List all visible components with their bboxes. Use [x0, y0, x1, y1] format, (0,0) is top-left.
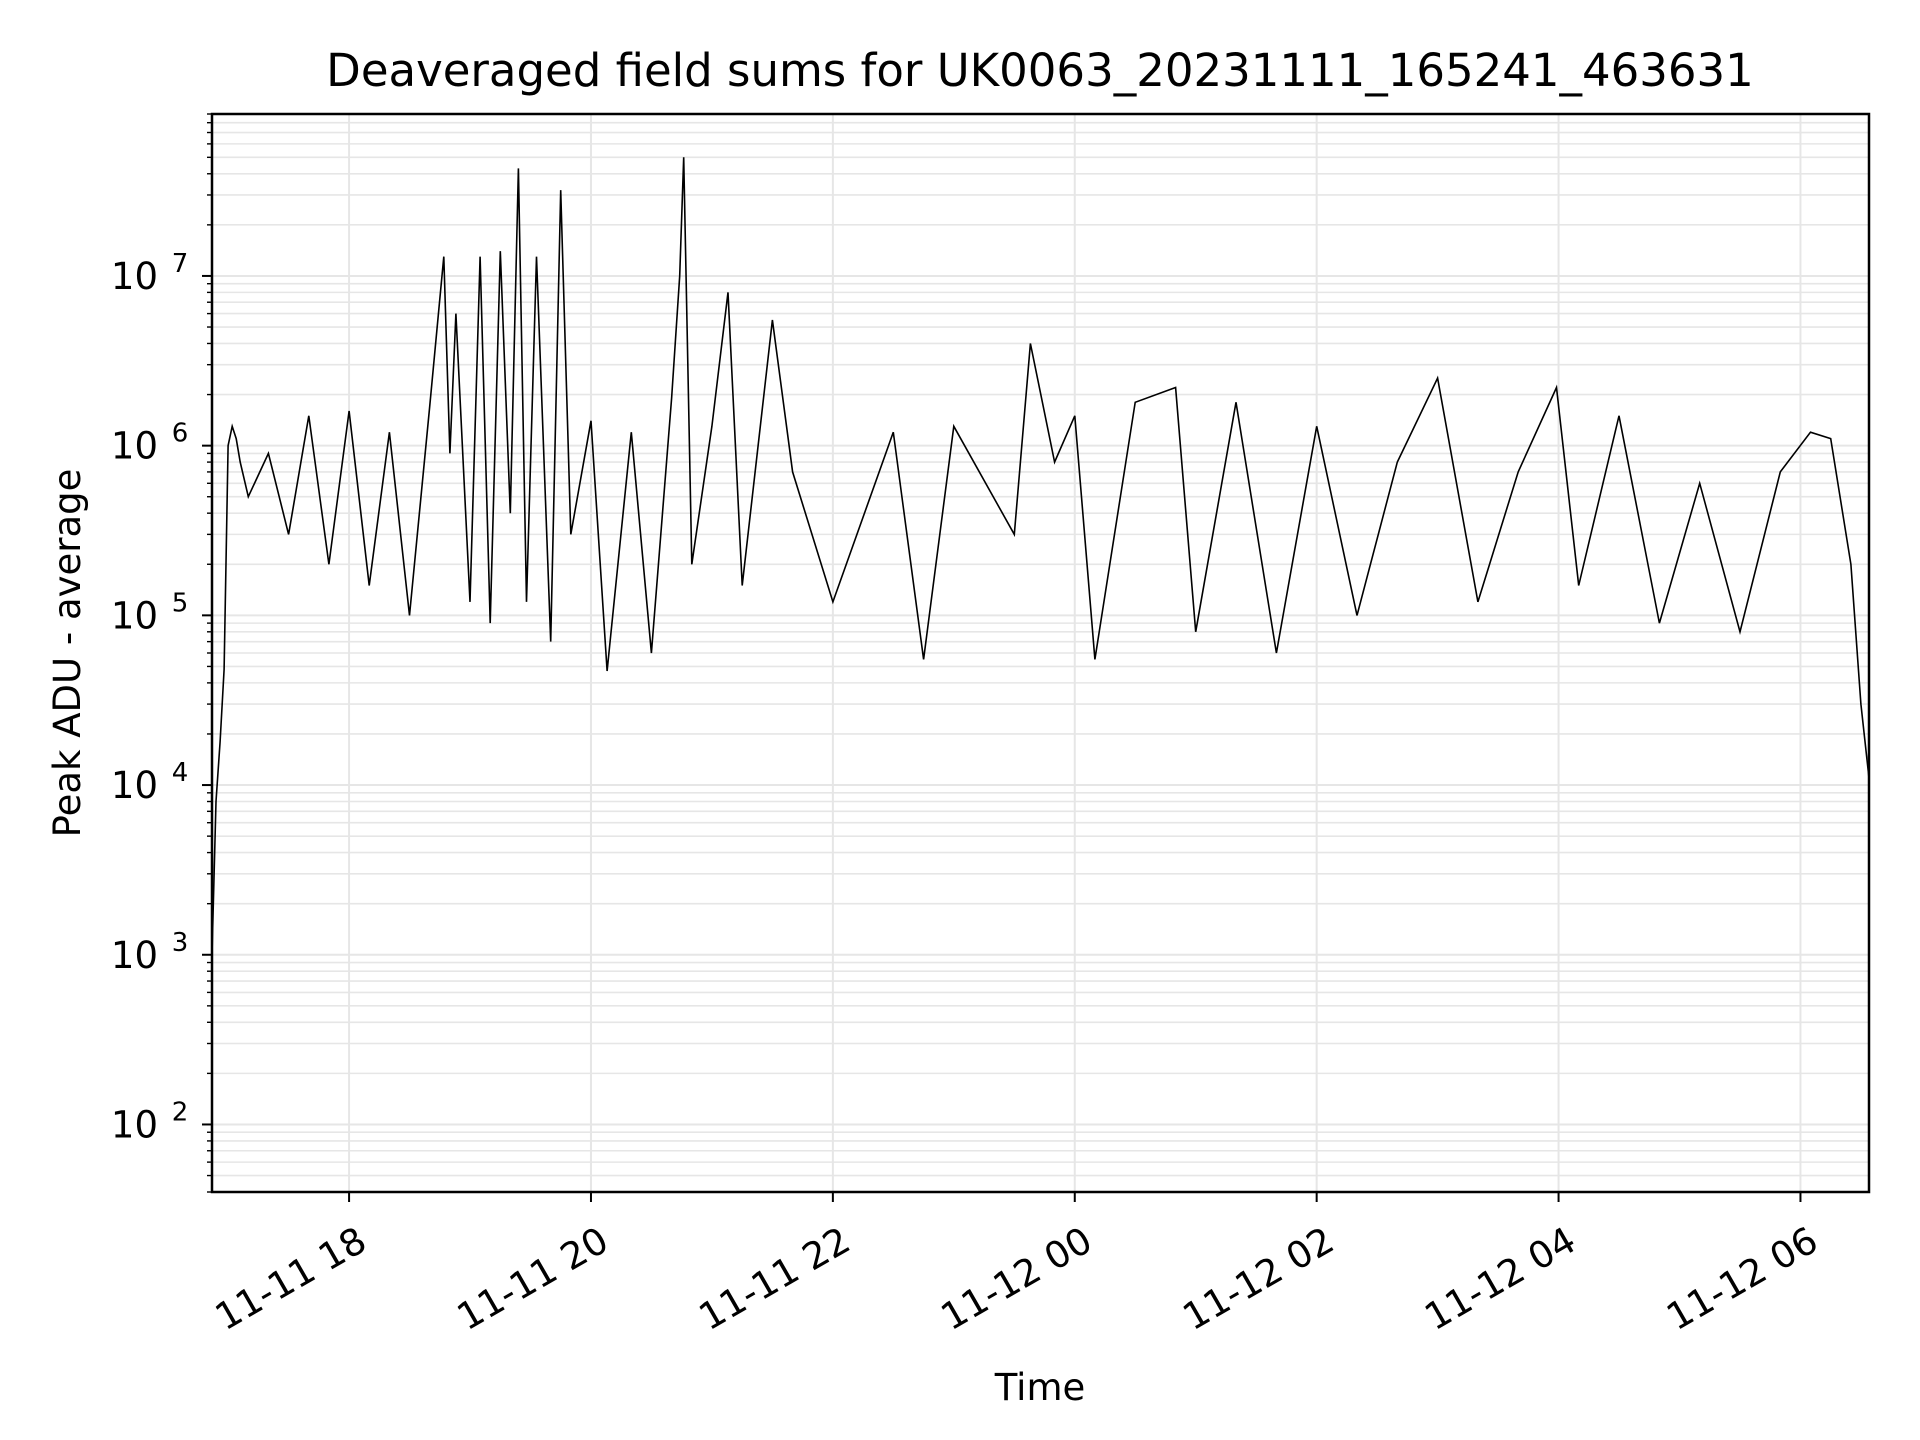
y-tick-label: 10: [111, 764, 158, 807]
series-line: [212, 157, 1869, 955]
grid-lines: [212, 113, 1869, 1193]
x-axis-label: Time: [994, 1366, 1086, 1409]
y-tick-exponent: 6: [172, 419, 189, 449]
y-tick-exponent: 2: [172, 1097, 189, 1127]
chart-title: Deaveraged field sums for UK0063_2023111…: [326, 44, 1754, 97]
y-axis-label: Peak ADU - average: [46, 469, 89, 838]
y-tick-label: 10: [111, 255, 158, 298]
y-tick-exponent: 5: [172, 588, 189, 618]
y-tick-label: 10: [111, 425, 158, 468]
axis-ticks: [202, 113, 1802, 1202]
y-tick-exponent: 3: [172, 928, 189, 958]
y-tick-label: 10: [111, 1103, 158, 1146]
plot-area: [212, 157, 1869, 955]
y-tick-label: 10: [111, 934, 158, 977]
y-tick-label: 10: [111, 594, 158, 637]
y-tick-exponent: 7: [172, 249, 189, 279]
y-tick-exponent: 4: [172, 758, 189, 788]
